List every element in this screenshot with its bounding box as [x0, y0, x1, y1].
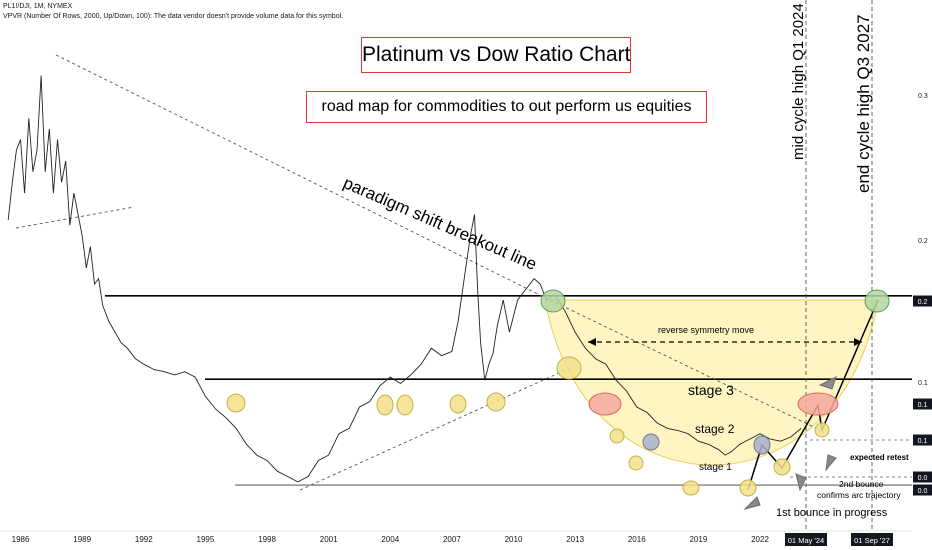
price-tag-bg: [913, 295, 932, 307]
marker-stage3-left: [588, 392, 622, 416]
price-tag-label: 0.0: [918, 475, 928, 482]
breakout-trendline: [55, 54, 551, 301]
marker-2007: [449, 394, 467, 414]
marker-2019: [682, 480, 700, 496]
pointer-arrow-1: [743, 496, 761, 510]
marker-2011: [556, 356, 582, 380]
pointer-arrow-2: [795, 473, 807, 492]
x-tick-label: 2004: [381, 535, 399, 544]
price-tag-label: 0.0: [918, 488, 928, 495]
marker-expected-retest: [814, 422, 830, 438]
marker-2003b: [396, 394, 414, 416]
x-tick-label: 1986: [12, 535, 30, 544]
price-tag-bg: [913, 398, 932, 410]
reverse-symmetry-label: reverse symmetry move: [658, 325, 754, 335]
arc-trajectory-label: confirms arc trajectory: [817, 490, 901, 500]
price-ratio-line: [7, 75, 802, 483]
early-support-trendline: [15, 206, 135, 229]
pointer-arrow-4: [818, 376, 837, 390]
symbol-header: PL1!/DJI, 1M, NYMEX: [3, 3, 73, 10]
y-tick-label: 0.2: [918, 238, 928, 245]
x-tick-label: 1995: [197, 535, 215, 544]
x-tick-label: 1998: [258, 535, 276, 544]
second-bounce-label: 2nd bounce: [839, 479, 884, 489]
breakout-trendline-extension: [549, 299, 821, 431]
chart-subtitle: road map for commodities to out perform …: [306, 91, 707, 123]
stage-2-label: stage 2: [695, 422, 735, 436]
chart-title: Platinum vs Dow Ratio Chart: [361, 37, 631, 73]
marker-2022: [739, 479, 757, 497]
y-tick-label: 0.1: [918, 380, 928, 387]
price-tag-bg: [913, 471, 932, 483]
marker-1995: [226, 393, 246, 413]
price-tag-bg: [913, 434, 932, 446]
marker-2009: [486, 392, 506, 412]
marker-2014: [609, 428, 625, 444]
x-tick-label: 2022: [751, 535, 769, 544]
x-tick-label: 2016: [628, 535, 646, 544]
price-tag-label: 0.1: [918, 438, 928, 445]
date-tag-bg: [785, 533, 827, 546]
x-tick-label: 1989: [73, 535, 91, 544]
price-tag-label: 0.1: [918, 402, 928, 409]
date-tag-bg: [851, 533, 893, 546]
marker-stage2-peak: [753, 435, 771, 455]
reverse-symmetry-arrowhead-right: [854, 338, 862, 346]
date-tag-label: 01 May '24: [788, 536, 824, 545]
x-tick-label: 2019: [689, 535, 707, 544]
expected-retest-label: expected retest: [850, 453, 909, 462]
mid-cycle-label: mid cycle high Q1 2024: [790, 3, 807, 160]
x-tick-label: 1992: [135, 535, 153, 544]
stage-3-label: stage 3: [688, 382, 734, 398]
marker-2016: [642, 433, 660, 451]
marker-2nd-bounce: [773, 458, 791, 476]
marker-breakout-left: [540, 289, 566, 313]
cup-shape: [544, 299, 879, 466]
first-bounce-label: 1st bounce in progress: [776, 507, 888, 519]
pointer-arrow-3: [825, 454, 837, 472]
rising-support-trendline: [299, 367, 571, 491]
breakout-line-label: paradigm shift breakout line: [340, 173, 539, 274]
price-tag-label: 0.2: [918, 299, 928, 306]
x-tick-label: 2001: [320, 535, 338, 544]
stage-1-label: stage 1: [699, 462, 732, 473]
x-tick-label: 2007: [443, 535, 461, 544]
indicator-header: VPVR (Number Of Rows, 2000, Up/Down, 100…: [3, 13, 344, 20]
y-tick-label: 0.3: [918, 93, 928, 100]
end-cycle-label: end cycle high Q3 2027: [854, 14, 873, 193]
reverse-symmetry-arrowhead-left: [588, 338, 596, 346]
marker-breakout-right: [864, 289, 890, 313]
date-tag-label: 01 Sep '27: [854, 536, 890, 545]
marker-2015: [628, 455, 644, 471]
x-tick-label: 2013: [566, 535, 584, 544]
marker-2003a: [376, 394, 394, 416]
marker-stage3-right: [797, 392, 839, 416]
x-tick-label: 2010: [505, 535, 523, 544]
price-tag-bg: [913, 484, 932, 496]
